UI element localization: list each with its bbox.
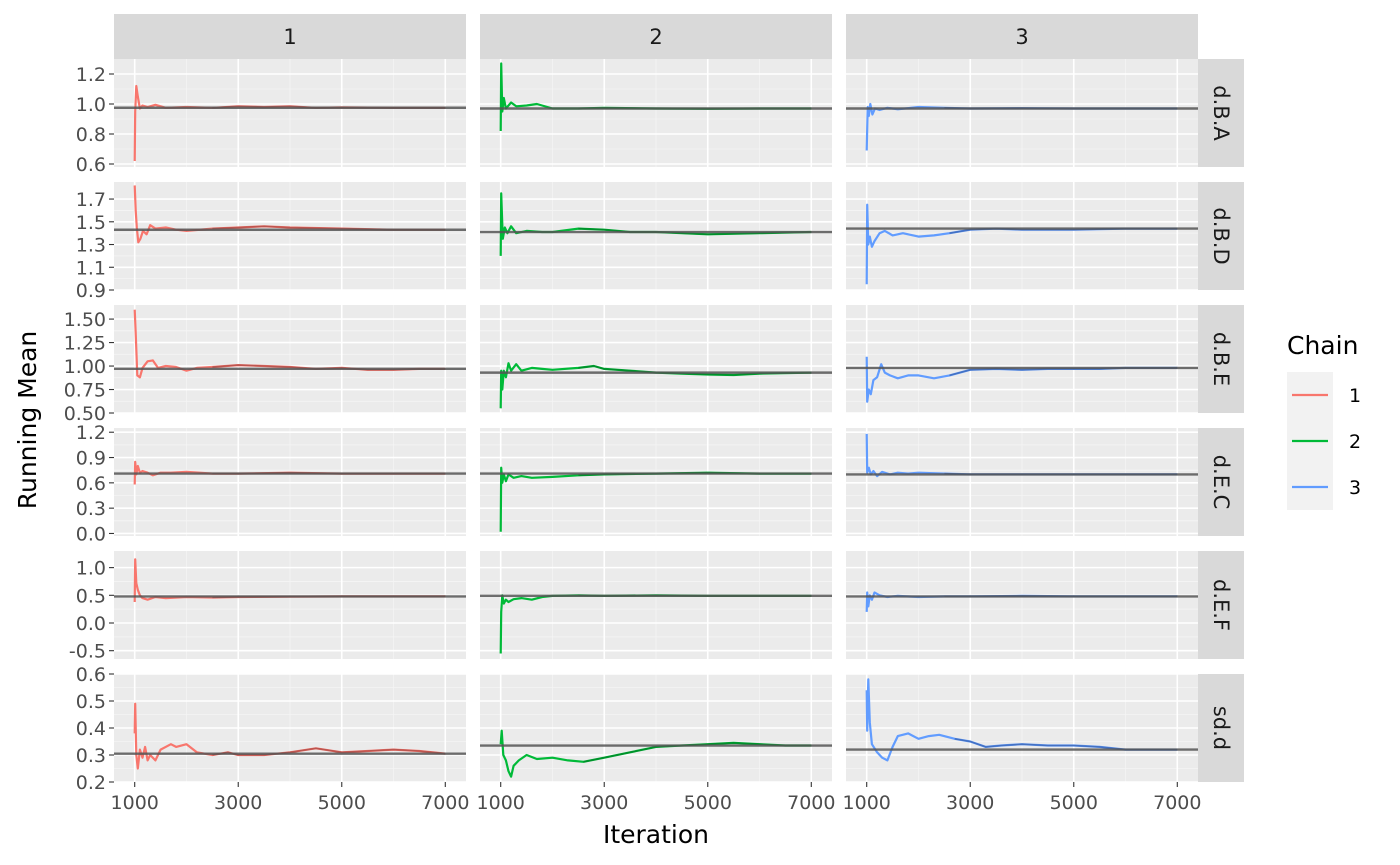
panel-d.E.C-chain-2 [480, 428, 832, 536]
panel-d.B.A-chain-3 [846, 59, 1198, 167]
row-strip-d.E.F [1198, 551, 1244, 659]
legend-label: 1 [1349, 385, 1361, 407]
column-strip-label: 1 [283, 25, 296, 49]
y-tick-label: 1.2 [76, 64, 106, 86]
column-strip-1 [114, 14, 466, 59]
panel-d.B.E-chain-2 [480, 305, 832, 414]
legend-title: Chain [1287, 331, 1358, 360]
y-tick-label: 0.8 [76, 124, 106, 146]
x-tick-label: 1000 [477, 792, 525, 814]
panel-d.B.E-chain-3 [846, 305, 1198, 414]
y-tick-label: 0.2 [76, 772, 106, 794]
y-tick-label: 1.0 [76, 558, 106, 580]
y-tick-label: 0.6 [76, 664, 106, 686]
y-tick-label: 1.00 [64, 356, 106, 378]
y-tick-label: 0.9 [76, 280, 106, 302]
row-strip-label: d.E.F [1209, 579, 1233, 631]
y-axes: 0.60.81.01.20.91.11.31.51.70.500.751.001… [64, 64, 114, 794]
x-tick-label: 3000 [214, 792, 262, 814]
x-tick-label: 7000 [421, 792, 469, 814]
y-tick-label: 1.0 [76, 94, 106, 116]
x-tick-label: 5000 [318, 792, 366, 814]
y-tick-label: 1.5 [76, 212, 106, 234]
y-tick-label: 1.3 [76, 235, 106, 257]
row-strip-sd.d [1198, 674, 1244, 782]
panel-d.E.F-chain-3 [846, 551, 1198, 659]
y-tick-label: 0.75 [64, 380, 106, 402]
y-tick-label: 1.2 [76, 422, 106, 444]
y-tick-label: 0.6 [76, 154, 106, 176]
y-tick-label: 1.50 [64, 309, 106, 331]
y-tick-label: 0.5 [76, 691, 106, 713]
y-tick-label: 0.0 [76, 523, 106, 545]
row-strip-d.B.D [1198, 182, 1244, 290]
x-tick-label: 1000 [843, 792, 891, 814]
x-tick-label: 7000 [787, 792, 835, 814]
row-strip-label: d.E.C [1209, 455, 1233, 510]
panel-d.E.C-chain-3 [846, 428, 1198, 536]
panel-d.E.F-chain-1 [114, 551, 466, 659]
panel-d.B.E-chain-1 [114, 305, 466, 414]
x-tick-label: 3000 [580, 792, 628, 814]
legend-keys: 1 2 3 [1287, 372, 1361, 510]
y-tick-label: 1.1 [76, 257, 106, 279]
panel-d.B.D-chain-1 [114, 182, 466, 291]
row-strip-d.B.A [1198, 59, 1244, 167]
x-axes: 1000 3000 5000 7000 1000 3000 5000 7000 1000 3000… [111, 782, 1201, 814]
column-strip-2 [480, 14, 832, 59]
y-tick-label: -0.5 [69, 641, 106, 663]
legend-label: 3 [1349, 477, 1361, 499]
panel-sd.d-chain-1 [114, 673, 466, 783]
x-tick-label: 7000 [1153, 792, 1201, 814]
column-strip-3 [846, 14, 1198, 59]
y-tick-label: 1.7 [76, 189, 106, 211]
y-tick-label: 0.3 [76, 745, 106, 767]
row-strip-label: sd.d [1209, 706, 1233, 750]
legend: Chain 1 2 3 [1287, 331, 1361, 510]
panel-d.B.D-chain-2 [480, 182, 832, 291]
x-tick-label: 3000 [946, 792, 994, 814]
row-strip-label: d.B.A [1209, 85, 1233, 141]
row-strips: d.B.A d.B.D d.B.E d.E.C d.E.F sd.d [1198, 59, 1244, 782]
x-tick-label: 1000 [111, 792, 159, 814]
y-tick-label: 0.9 [76, 448, 106, 470]
column-strip-label: 2 [649, 25, 662, 49]
panel-d.E.C-chain-1 [114, 428, 466, 536]
y-tick-label: 0.3 [76, 498, 106, 520]
row-strip-d.B.E [1198, 305, 1244, 413]
panel-d.E.F-chain-2 [480, 551, 832, 659]
panel-sd.d-chain-3 [846, 673, 1198, 783]
panel-d.B.D-chain-3 [846, 182, 1198, 291]
y-tick-label: 0.0 [76, 613, 106, 635]
column-strips: 1 2 3 [114, 14, 1198, 59]
x-tick-label: 5000 [684, 792, 732, 814]
y-tick-label: 0.5 [76, 585, 106, 607]
panel-sd.d-chain-2 [480, 673, 832, 783]
x-tick-label: 5000 [1050, 792, 1098, 814]
row-strip-label: d.B.D [1209, 207, 1233, 264]
column-strip-label: 3 [1015, 25, 1028, 49]
row-strip-label: d.B.E [1209, 332, 1233, 386]
y-tick-label: 0.50 [64, 403, 106, 425]
y-tick-label: 0.4 [76, 718, 106, 740]
panel-d.B.A-chain-2 [480, 59, 832, 167]
legend-label: 2 [1349, 431, 1361, 453]
y-tick-label: 1.25 [64, 333, 106, 355]
row-strip-d.E.C [1198, 428, 1244, 536]
x-axis-title: Iteration [603, 820, 709, 849]
y-tick-label: 0.6 [76, 473, 106, 495]
y-axis-title: Running Mean [13, 331, 42, 510]
panel-d.B.A-chain-1 [114, 59, 466, 167]
facet-panels [114, 59, 1198, 783]
